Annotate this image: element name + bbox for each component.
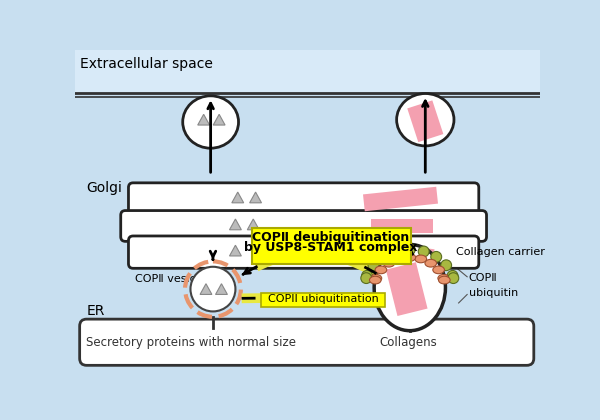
- Polygon shape: [232, 192, 244, 203]
- Circle shape: [362, 270, 373, 281]
- Circle shape: [190, 267, 235, 312]
- Circle shape: [418, 246, 429, 257]
- Ellipse shape: [393, 255, 404, 263]
- Circle shape: [361, 273, 371, 284]
- FancyBboxPatch shape: [128, 183, 479, 215]
- Ellipse shape: [383, 260, 395, 267]
- Text: Secretory proteins with normal size: Secretory proteins with normal size: [86, 336, 296, 349]
- Ellipse shape: [433, 266, 445, 274]
- Ellipse shape: [439, 276, 450, 284]
- FancyBboxPatch shape: [80, 319, 534, 365]
- Ellipse shape: [415, 255, 427, 263]
- Text: COPⅡ deubiquitination: COPⅡ deubiquitination: [252, 231, 409, 244]
- Bar: [364, 240, 434, 265]
- Ellipse shape: [425, 260, 437, 267]
- Circle shape: [448, 273, 459, 284]
- Polygon shape: [247, 219, 259, 230]
- Polygon shape: [213, 114, 225, 125]
- Text: COPⅡ: COPⅡ: [469, 273, 497, 283]
- Text: Collagens: Collagens: [379, 336, 437, 349]
- Ellipse shape: [397, 94, 454, 146]
- Circle shape: [441, 260, 452, 270]
- Polygon shape: [215, 284, 227, 294]
- Bar: [407, 100, 443, 142]
- Polygon shape: [250, 192, 262, 203]
- Ellipse shape: [370, 274, 382, 282]
- FancyBboxPatch shape: [252, 228, 410, 265]
- Polygon shape: [198, 114, 209, 125]
- Polygon shape: [229, 245, 241, 256]
- Circle shape: [378, 252, 389, 262]
- Ellipse shape: [438, 274, 449, 282]
- Polygon shape: [200, 284, 212, 294]
- Circle shape: [391, 246, 401, 257]
- Circle shape: [404, 244, 415, 255]
- Bar: [386, 262, 428, 316]
- Text: ER: ER: [86, 304, 105, 318]
- Ellipse shape: [183, 96, 239, 148]
- Ellipse shape: [370, 276, 381, 284]
- FancyBboxPatch shape: [128, 236, 479, 268]
- Text: COPII ubiquitination: COPII ubiquitination: [268, 294, 379, 304]
- Circle shape: [368, 260, 379, 270]
- Bar: [371, 219, 433, 233]
- Bar: [75, 50, 540, 93]
- Text: Extracellular space: Extracellular space: [80, 57, 212, 71]
- Bar: [363, 187, 438, 211]
- Polygon shape: [229, 219, 241, 230]
- Text: Collagen carrier: Collagen carrier: [457, 247, 545, 257]
- Ellipse shape: [374, 244, 445, 331]
- Circle shape: [447, 270, 458, 281]
- Ellipse shape: [375, 266, 387, 274]
- Ellipse shape: [404, 254, 416, 261]
- FancyBboxPatch shape: [261, 293, 385, 307]
- Text: ubiquitin: ubiquitin: [469, 288, 518, 298]
- FancyBboxPatch shape: [121, 210, 487, 241]
- Circle shape: [431, 252, 442, 262]
- Text: COPⅡ vesicle: COPⅡ vesicle: [136, 274, 206, 284]
- Text: by USP8-STAM1 complex: by USP8-STAM1 complex: [244, 241, 418, 255]
- Text: Golgi: Golgi: [86, 181, 122, 195]
